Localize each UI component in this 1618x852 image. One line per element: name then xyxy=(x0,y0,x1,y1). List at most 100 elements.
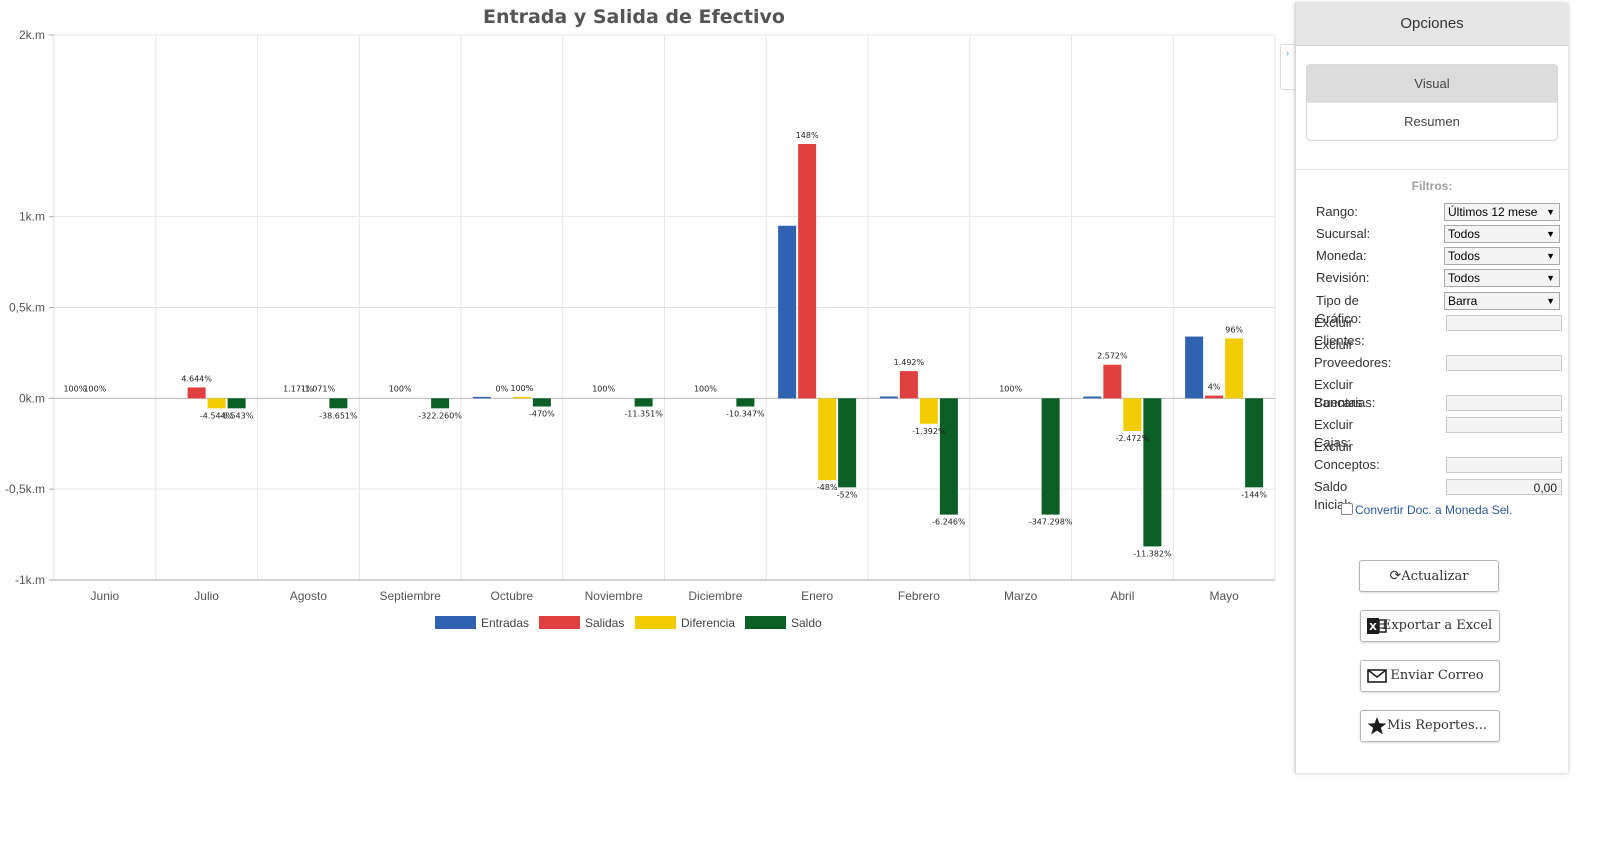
data-label: -322.260% xyxy=(418,411,462,420)
export-excel-button[interactable]: X Exportar a Excel xyxy=(1360,610,1500,642)
data-label: -48% xyxy=(817,483,838,492)
moneda-select[interactable]: Todos ▼ xyxy=(1444,247,1560,265)
my-reports-label: Mis Reportes... xyxy=(1386,718,1488,733)
data-label: 100% xyxy=(999,384,1022,393)
x-category-label: Octubre xyxy=(491,589,534,603)
data-label: 100% xyxy=(83,384,106,393)
moneda-value: Todos xyxy=(1448,249,1481,263)
excluir-cajas-input[interactable] xyxy=(1446,417,1562,433)
tipo-grafico-select[interactable]: Barra ▼ xyxy=(1444,292,1560,310)
data-label: -11.351% xyxy=(624,410,663,419)
data-label: -6.543% xyxy=(220,411,254,420)
x-category-label: Febrero xyxy=(898,589,940,603)
x-category-label: Marzo xyxy=(1004,589,1038,603)
data-label: 100% xyxy=(63,384,86,393)
my-reports-button[interactable]: Mis Reportes... xyxy=(1360,710,1500,742)
data-label: -347.298% xyxy=(1029,518,1073,527)
data-label: 4.644% xyxy=(181,374,212,383)
excluir-proveedores-input[interactable] xyxy=(1446,355,1562,371)
send-email-label: Enviar Correo xyxy=(1390,668,1484,683)
actualizar-button[interactable]: ⟳Actualizar xyxy=(1359,560,1499,592)
bar-salidas xyxy=(1205,395,1224,399)
bar-diferencia xyxy=(1123,398,1142,432)
sucursal-value: Todos xyxy=(1448,227,1481,241)
panel-collapse-handle[interactable]: › xyxy=(1280,44,1294,90)
x-category-label: Julio xyxy=(194,589,219,603)
filters-title: Filtros: xyxy=(1411,179,1453,193)
excluir-proveedores-label-1: Excluir xyxy=(1314,337,1354,352)
x-category-label: Noviembre xyxy=(585,589,643,603)
send-email-button[interactable]: Enviar Correo xyxy=(1360,660,1500,692)
tipo-grafico-label: Tipo de Gráfico: xyxy=(1316,293,1362,326)
rango-label: Rango: xyxy=(1316,204,1358,219)
bar-saldo xyxy=(532,398,551,407)
excluir-cajas-label: Excluir Cajas: xyxy=(1314,417,1354,450)
y-tick-label: 2k.m xyxy=(19,28,45,42)
excluir-conceptos-input[interactable] xyxy=(1446,457,1562,473)
data-label: -6.246% xyxy=(932,518,966,527)
excluir-proveedores-label-2: Proveedores: xyxy=(1314,355,1392,370)
bar-entradas xyxy=(472,396,491,399)
x-category-label: Junio xyxy=(91,589,120,603)
tipo-grafico-value: Barra xyxy=(1448,294,1478,308)
legend-swatch-salidas xyxy=(539,616,580,629)
dropdown-arrow-icon: ▼ xyxy=(1546,207,1555,217)
tab-visual[interactable]: Visual xyxy=(1307,65,1557,102)
legend-label-saldo: Saldo xyxy=(791,616,822,630)
actualizar-content: ⟳Actualizar xyxy=(1360,561,1498,592)
excluir-clientes-input[interactable] xyxy=(1446,315,1562,331)
tab-resumen[interactable]: Resumen xyxy=(1307,102,1557,140)
y-tick-label: 0k.m xyxy=(19,391,45,405)
dropdown-arrow-icon: ▼ xyxy=(1546,251,1555,261)
bar-salidas xyxy=(798,144,817,399)
y-tick-label: -0,5k.m xyxy=(5,482,45,496)
excluir-cuentas-input[interactable] xyxy=(1446,395,1562,411)
panel-header: Opciones xyxy=(1296,3,1568,46)
bar-salidas xyxy=(899,371,918,399)
revision-select[interactable]: Todos ▼ xyxy=(1444,269,1560,287)
dropdown-arrow-icon: ▼ xyxy=(1546,273,1555,283)
excel-icon: X xyxy=(1367,618,1387,634)
dropdown-arrow-icon: ▼ xyxy=(1546,229,1555,239)
bar-diferencia xyxy=(207,398,226,409)
y-tick-label: 1k.m xyxy=(19,210,45,224)
data-label: -2.472% xyxy=(1116,434,1150,443)
bar-diferencia xyxy=(1225,338,1244,399)
data-label: 0% xyxy=(496,384,509,393)
bar-saldo xyxy=(838,398,857,488)
svg-text:X: X xyxy=(1369,622,1377,633)
convert-currency-row[interactable]: Convertir Doc. a Moneda Sel. xyxy=(1341,503,1512,517)
convert-currency-checkbox[interactable] xyxy=(1341,503,1353,515)
bar-diferencia xyxy=(818,398,837,481)
x-category-label: Mayo xyxy=(1209,589,1239,603)
data-label: -4.544% xyxy=(200,411,234,420)
bar-saldo xyxy=(431,398,450,409)
data-label: 100% xyxy=(389,384,412,393)
saldo-inicial-input[interactable]: 0,00 xyxy=(1446,479,1562,495)
excluir-cuentas-label-2: Bancarias: xyxy=(1314,395,1376,410)
revision-value: Todos xyxy=(1448,271,1481,285)
excluir-cuentas-label-1: Excluir Cuentas xyxy=(1314,377,1363,410)
y-tick-label: 0,5k.m xyxy=(9,301,45,315)
data-label: 2.572% xyxy=(1097,352,1128,361)
data-label: 1.492% xyxy=(894,358,925,367)
rango-value: Últimos 12 mese xyxy=(1448,205,1538,219)
data-label: 4% xyxy=(1208,383,1221,392)
bar-saldo xyxy=(736,398,755,407)
x-category-label: Enero xyxy=(801,589,833,603)
convert-currency-label[interactable]: Convertir Doc. a Moneda Sel. xyxy=(1355,503,1513,517)
data-label: -11.382% xyxy=(1133,549,1172,558)
legend-label-salidas: Salidas xyxy=(585,616,624,630)
bar-salidas xyxy=(187,387,206,399)
legend-swatch-diferencia xyxy=(635,616,676,629)
moneda-label: Moneda: xyxy=(1316,248,1367,263)
data-label: -144% xyxy=(1241,490,1267,499)
data-label: 1.171% xyxy=(283,384,314,393)
x-category-label: Septiembre xyxy=(379,589,441,603)
bar-saldo xyxy=(1143,398,1162,547)
data-label: -52% xyxy=(837,490,858,499)
bar-saldo xyxy=(939,398,958,515)
sucursal-select[interactable]: Todos ▼ xyxy=(1444,225,1560,243)
rango-select[interactable]: Últimos 12 mese ▼ xyxy=(1444,203,1560,221)
view-tabs: Visual Resumen xyxy=(1306,64,1558,141)
